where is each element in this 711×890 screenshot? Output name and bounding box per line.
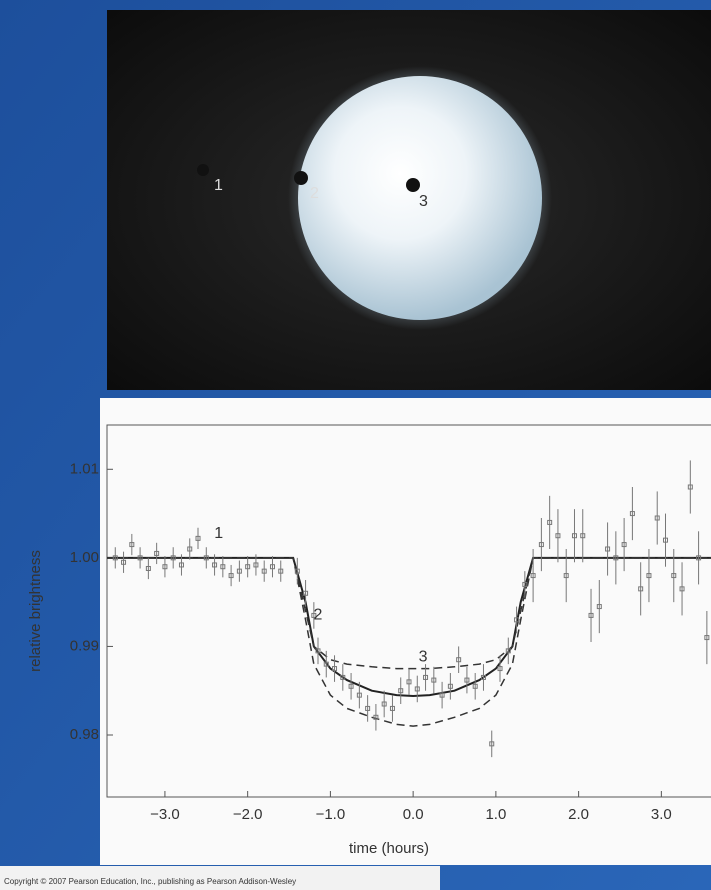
planet-label: 1 bbox=[214, 177, 223, 194]
y-tick-label: 1.01 bbox=[70, 460, 99, 477]
x-axis-label: time (hours) bbox=[349, 840, 429, 857]
x-tick-label: 1.0 bbox=[485, 806, 506, 823]
x-tick-label: −3.0 bbox=[150, 806, 180, 823]
annotation: 1 bbox=[214, 525, 223, 542]
x-tick-label: 2.0 bbox=[568, 806, 589, 823]
planet-label: 2 bbox=[310, 185, 319, 202]
planet bbox=[294, 171, 308, 185]
annotation: 3 bbox=[419, 648, 428, 665]
x-tick-label: −1.0 bbox=[316, 806, 346, 823]
y-tick-label: 0.98 bbox=[70, 726, 99, 743]
copyright: Copyright © 2007 Pearson Education, Inc.… bbox=[4, 877, 296, 886]
planet-label: 3 bbox=[419, 193, 428, 210]
y-tick-label: 1.00 bbox=[70, 549, 99, 566]
chart-panel bbox=[100, 398, 711, 865]
y-tick-label: 0.99 bbox=[70, 637, 99, 654]
slide: 1 2 3 Copyright © 2007 Pearson Education… bbox=[0, 0, 711, 890]
planet bbox=[197, 164, 209, 176]
annotation: 2 bbox=[314, 607, 323, 624]
planet bbox=[406, 178, 420, 192]
y-axis-label: relative brightness bbox=[27, 550, 44, 672]
x-tick-label: 0.0 bbox=[403, 806, 424, 823]
x-tick-label: −2.0 bbox=[233, 806, 263, 823]
x-tick-label: 3.0 bbox=[651, 806, 672, 823]
